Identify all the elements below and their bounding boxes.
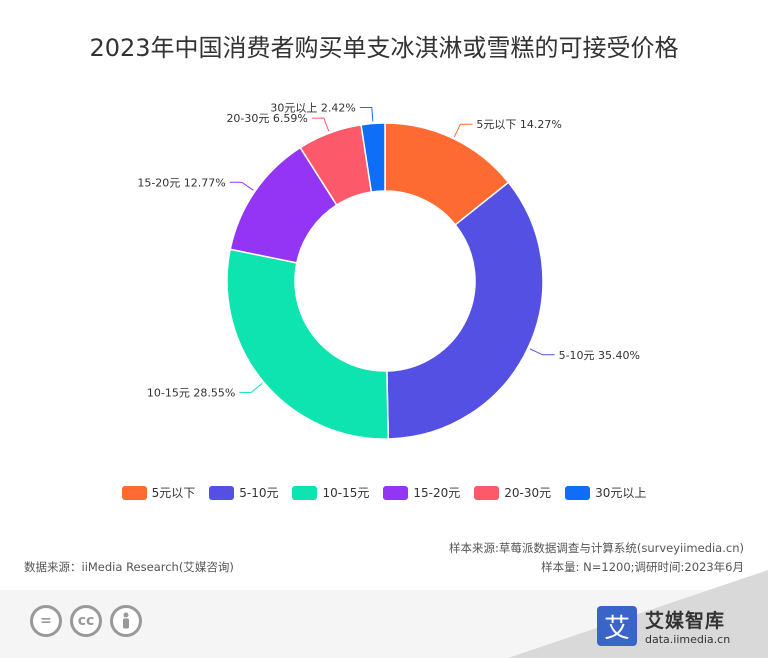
donut-slice: [386, 181, 544, 440]
legend-label: 20-30元: [504, 486, 552, 500]
slice-label: 5-10元 35.40%: [559, 349, 640, 362]
legend-label: 30元以上: [595, 486, 647, 500]
legend-swatch: [121, 485, 147, 500]
legend-item: 15-20元: [383, 484, 460, 501]
legend-item: 30元以上: [565, 484, 646, 501]
brand-name: 艾媒智库: [645, 610, 726, 632]
leader-line: [239, 383, 263, 393]
donut-slice: [226, 248, 390, 440]
legend-label: 10-15元: [322, 486, 370, 500]
license-icons: = cc: [30, 605, 142, 637]
brand-url: data.iimedia.cn: [645, 633, 731, 646]
footer-wedge: [508, 570, 768, 658]
slice-label: 30元以上 2.42%: [270, 102, 355, 115]
legend-swatch: [474, 485, 500, 500]
slice-label: 5元以下 14.27%: [476, 118, 561, 131]
slice-label: 15-20元 12.77%: [137, 176, 225, 189]
chart-legend: 5元以下 5-10元 10-15元 15-20元 20-30元 30元以上: [0, 484, 768, 501]
legend-item: 10-15元: [292, 484, 369, 501]
slice-label: 10-15元 28.55%: [147, 386, 235, 399]
legend-swatch: [383, 485, 409, 500]
donut-slice: [360, 122, 386, 193]
equal-icon: =: [30, 605, 62, 637]
donut-chart: 5元以下 14.27% 5-10元 35.40% 10-15元 28.55% 15-2…: [137, 102, 640, 440]
legend-item: 5元以下: [121, 484, 196, 501]
leader-line: [359, 107, 374, 122]
legend-swatch: [292, 485, 318, 500]
logo-mark: 艾: [597, 606, 637, 646]
sample-source: 样本来源:草莓派数据调查与计算系统(surveyiimedia.cn): [448, 541, 744, 555]
leader-line: [529, 348, 555, 356]
legend-swatch: [209, 485, 235, 500]
cc-icon: cc: [70, 605, 102, 637]
legend-item: 5-10元: [209, 484, 278, 501]
legend-label: 15-20元: [413, 486, 461, 500]
legend-swatch: [565, 485, 591, 500]
legend-label: 5元以下: [151, 486, 196, 500]
leader-line: [311, 117, 330, 132]
data-source: 数据来源：iiMedia Research(艾媒咨询): [24, 560, 234, 574]
legend-label: 5-10元: [239, 486, 279, 500]
legend-item: 20-30元: [474, 484, 551, 501]
chart-title: 2023年中国消费者购买单支冰淇淋或雪糕的可接受价格: [89, 34, 679, 62]
leader-line: [453, 123, 473, 138]
slice-label: 20-30元 6.59%: [226, 112, 307, 125]
leader-line: [229, 181, 254, 191]
brand-logo: 艾 艾媒智库 data.iimedia.cn: [597, 606, 730, 646]
person-icon: [110, 605, 142, 637]
